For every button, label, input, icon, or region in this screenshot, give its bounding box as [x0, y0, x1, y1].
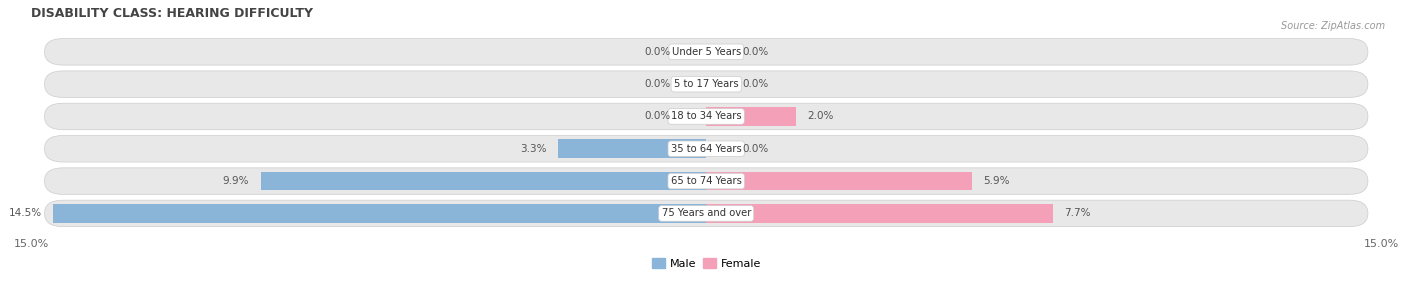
Bar — [260, 172, 706, 190]
Text: Source: ZipAtlas.com: Source: ZipAtlas.com — [1281, 21, 1385, 32]
Text: 9.9%: 9.9% — [222, 176, 249, 186]
Text: Under 5 Years: Under 5 Years — [672, 47, 741, 57]
Text: DISABILITY CLASS: HEARING DIFFICULTY: DISABILITY CLASS: HEARING DIFFICULTY — [31, 7, 314, 20]
Bar — [53, 204, 706, 223]
FancyBboxPatch shape — [45, 200, 1368, 227]
Text: 0.0%: 0.0% — [644, 111, 671, 121]
Text: 18 to 34 Years: 18 to 34 Years — [671, 111, 741, 121]
FancyBboxPatch shape — [45, 39, 1368, 65]
Text: 5.9%: 5.9% — [983, 176, 1010, 186]
Bar — [558, 140, 706, 158]
Text: 65 to 74 Years: 65 to 74 Years — [671, 176, 741, 186]
Text: 0.0%: 0.0% — [742, 47, 769, 57]
Text: 75 Years and over: 75 Years and over — [661, 208, 751, 218]
FancyBboxPatch shape — [45, 71, 1368, 97]
Bar — [706, 107, 796, 126]
FancyBboxPatch shape — [45, 168, 1368, 194]
Bar — [706, 172, 972, 190]
Text: 0.0%: 0.0% — [742, 79, 769, 89]
Legend: Male, Female: Male, Female — [647, 254, 765, 274]
Text: 0.0%: 0.0% — [742, 144, 769, 154]
Bar — [706, 204, 1053, 223]
Text: 14.5%: 14.5% — [8, 208, 42, 218]
Text: 5 to 17 Years: 5 to 17 Years — [673, 79, 738, 89]
Text: 3.3%: 3.3% — [520, 144, 547, 154]
Text: 0.0%: 0.0% — [644, 47, 671, 57]
Text: 7.7%: 7.7% — [1064, 208, 1091, 218]
Text: 0.0%: 0.0% — [644, 79, 671, 89]
FancyBboxPatch shape — [45, 103, 1368, 130]
Text: 2.0%: 2.0% — [807, 111, 834, 121]
Text: 35 to 64 Years: 35 to 64 Years — [671, 144, 741, 154]
FancyBboxPatch shape — [45, 136, 1368, 162]
